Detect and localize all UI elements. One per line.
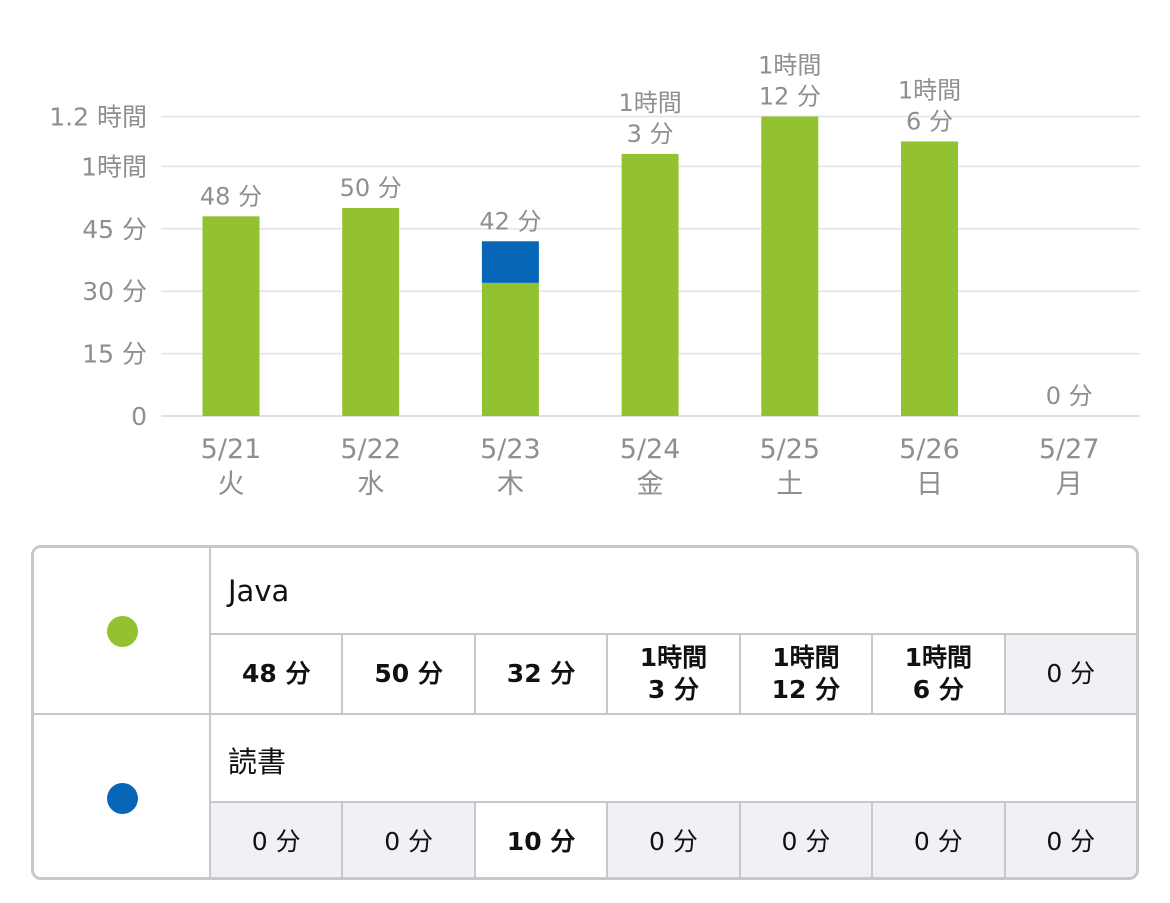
- bar-total-label: 1時間: [758, 51, 821, 79]
- x-tick-date: 5/27: [1039, 434, 1100, 465]
- bar-total-label: 12 分: [759, 82, 821, 110]
- value-cell: 0 分: [608, 803, 741, 877]
- value-cell: 1時間 3 分: [608, 635, 741, 713]
- value-cell: 0 分: [211, 803, 344, 877]
- reading-color-dot: [107, 783, 138, 814]
- bar-java: [481, 282, 539, 416]
- legend-dot-cell: [34, 548, 211, 713]
- bar-total-label: 48 分: [200, 182, 262, 210]
- y-tick-label: 1.2 時間: [49, 102, 147, 131]
- y-tick-label: 15 分: [82, 340, 147, 369]
- value-cell: 0 分: [873, 803, 1006, 877]
- y-tick-label: 1時間: [81, 152, 147, 181]
- bar-java: [761, 116, 819, 416]
- bar-java: [342, 208, 400, 416]
- java-color-dot: [107, 616, 138, 647]
- value-cell: 48 分: [211, 635, 344, 713]
- value-cell: 10 分: [475, 803, 609, 877]
- x-tick-weekday: 火: [218, 469, 245, 500]
- bar-total-label: 3 分: [627, 120, 674, 148]
- value-cell: 0 分: [740, 803, 874, 877]
- y-tick-label: 45 分: [82, 215, 147, 244]
- bar-reading: [481, 241, 539, 283]
- bar-total-label: 6 分: [906, 107, 953, 135]
- study-time-chart: 0 15 分 30 分 45 分 1時間 1.2 時間 48 分 5/21 火 50 分 5/22 水…: [49, 51, 1140, 500]
- x-tick-date: 5/21: [201, 434, 262, 465]
- x-tick-weekday: 日: [916, 469, 943, 500]
- bar-java: [202, 216, 260, 416]
- x-tick-weekday: 土: [776, 469, 803, 500]
- x-tick-weekday: 木: [497, 469, 524, 500]
- value-cell: 1時間 12 分: [740, 635, 874, 713]
- x-tick-weekday: 月: [1056, 469, 1083, 500]
- x-tick-weekday: 金: [637, 469, 664, 500]
- java-series-name: Java: [228, 574, 290, 608]
- value-cell: 0 分: [343, 803, 476, 877]
- x-tick-weekday: 水: [357, 469, 384, 500]
- y-tick-label: 0: [131, 402, 147, 431]
- x-tick-date: 5/26: [899, 434, 960, 465]
- bar-java: [901, 141, 958, 416]
- value-cell: 0 分: [1005, 635, 1136, 713]
- x-tick-date: 5/22: [340, 434, 401, 465]
- y-tick-label: 30 分: [82, 277, 147, 306]
- x-tick-date: 5/23: [480, 434, 541, 465]
- reading-series-name: 読書: [228, 745, 287, 779]
- bar-total-label: 0 分: [1046, 382, 1093, 410]
- bar-total-label: 42 分: [479, 207, 541, 235]
- value-cell: 32 分: [475, 635, 609, 713]
- bar-total-label: 50 分: [340, 174, 402, 202]
- bar-total-label: 1時間: [898, 76, 961, 104]
- value-cell: 1時間 6 分: [873, 635, 1006, 713]
- x-tick-date: 5/25: [759, 434, 820, 465]
- value-cell: 50 分: [343, 635, 476, 713]
- bar-java: [621, 153, 679, 417]
- bar-total-label: 1時間: [618, 89, 681, 117]
- legend-dot-cell: [34, 715, 211, 877]
- value-cell: 0 分: [1005, 803, 1136, 877]
- x-tick-date: 5/24: [620, 434, 681, 465]
